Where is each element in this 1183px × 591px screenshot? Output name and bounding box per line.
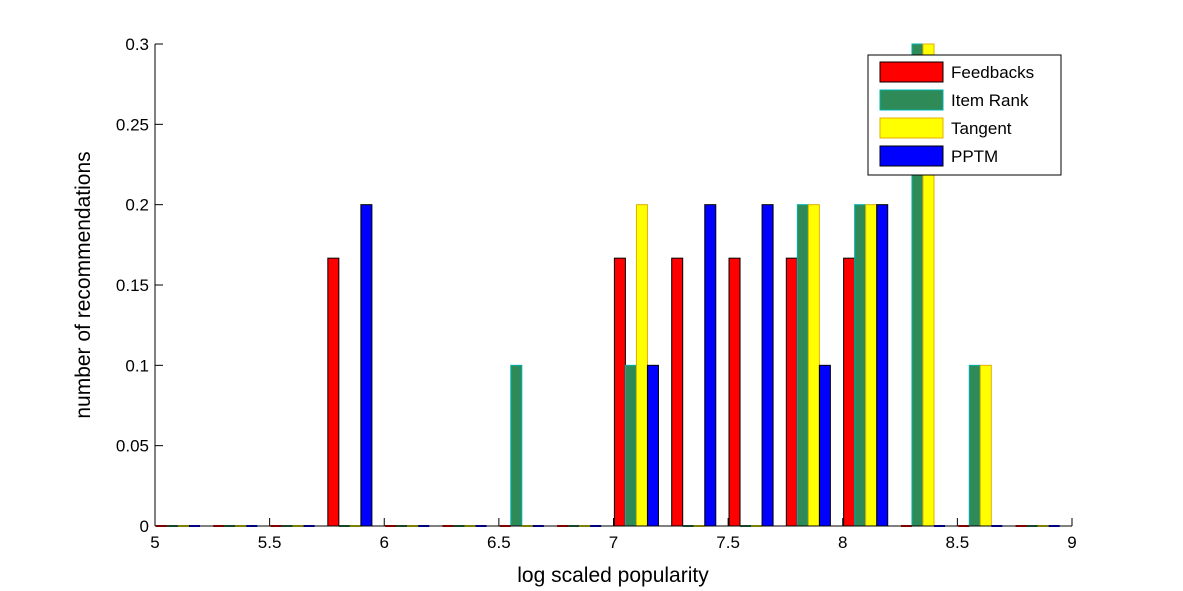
bar-tangent <box>807 204 820 527</box>
y-tick-label: 0.25 <box>116 115 149 134</box>
legend-swatch-pptm <box>879 145 944 167</box>
bar-pptm <box>818 364 831 527</box>
bar-feedbacks <box>785 257 798 527</box>
legend: Feedbacks Item Rank Tangent PPTM <box>867 54 1062 176</box>
bar-pptm <box>646 364 659 527</box>
x-tick-label: 8.5 <box>946 533 970 552</box>
x-tick-label: 6 <box>380 533 389 552</box>
legend-swatch-item-rank <box>879 89 944 111</box>
bar-item-rank <box>968 364 981 527</box>
bar-item-rank <box>854 204 867 527</box>
bar-feedbacks <box>613 257 626 527</box>
x-tick-label: 7 <box>609 533 618 552</box>
y-tick-label: 0.15 <box>116 276 149 295</box>
bar-pptm <box>761 204 774 527</box>
bar-tangent <box>979 364 992 527</box>
legend-swatch-tangent <box>879 117 944 139</box>
y-axis-ticks: 0 0.05 0.1 0.15 0.2 0.25 0.3 <box>116 35 163 536</box>
y-axis-label: number of recommendations <box>72 151 95 418</box>
bar-tangent <box>865 204 878 527</box>
y-tick-label: 0.3 <box>125 35 149 54</box>
bar-feedbacks <box>671 257 684 527</box>
legend-label: PPTM <box>951 147 998 166</box>
x-tick-label: 5.5 <box>258 533 282 552</box>
x-axis-ticks: 5 5.5 6 6.5 7 7.5 8 8.5 9 <box>150 518 1077 552</box>
legend-label: Item Rank <box>951 91 1029 110</box>
y-tick-label: 0.05 <box>116 437 149 456</box>
x-axis-label: log scaled popularity <box>517 564 709 587</box>
y-tick-label: 0.1 <box>125 356 149 375</box>
x-tick-label: 6.5 <box>487 533 511 552</box>
bar-feedbacks <box>728 257 741 527</box>
bar-pptm <box>360 204 373 527</box>
bar-pptm <box>876 204 889 527</box>
bar-feedbacks <box>843 257 856 527</box>
bar-item-rank <box>510 364 523 527</box>
x-tick-label: 5 <box>150 533 159 552</box>
legend-swatch-feedbacks <box>879 61 944 83</box>
y-tick-label: 0.2 <box>125 196 149 215</box>
bar-pptm <box>704 204 717 527</box>
x-tick-label: 8 <box>838 533 847 552</box>
legend-label: Feedbacks <box>951 63 1034 82</box>
bar-item-rank <box>796 204 809 527</box>
x-tick-label: 7.5 <box>716 533 740 552</box>
legend-label: Tangent <box>951 119 1012 138</box>
bar-feedbacks <box>327 257 340 527</box>
bar-tangent <box>635 204 648 527</box>
bar-item-rank <box>624 364 637 527</box>
x-tick-label: 9 <box>1067 533 1076 552</box>
y-tick-label: 0 <box>140 517 149 536</box>
